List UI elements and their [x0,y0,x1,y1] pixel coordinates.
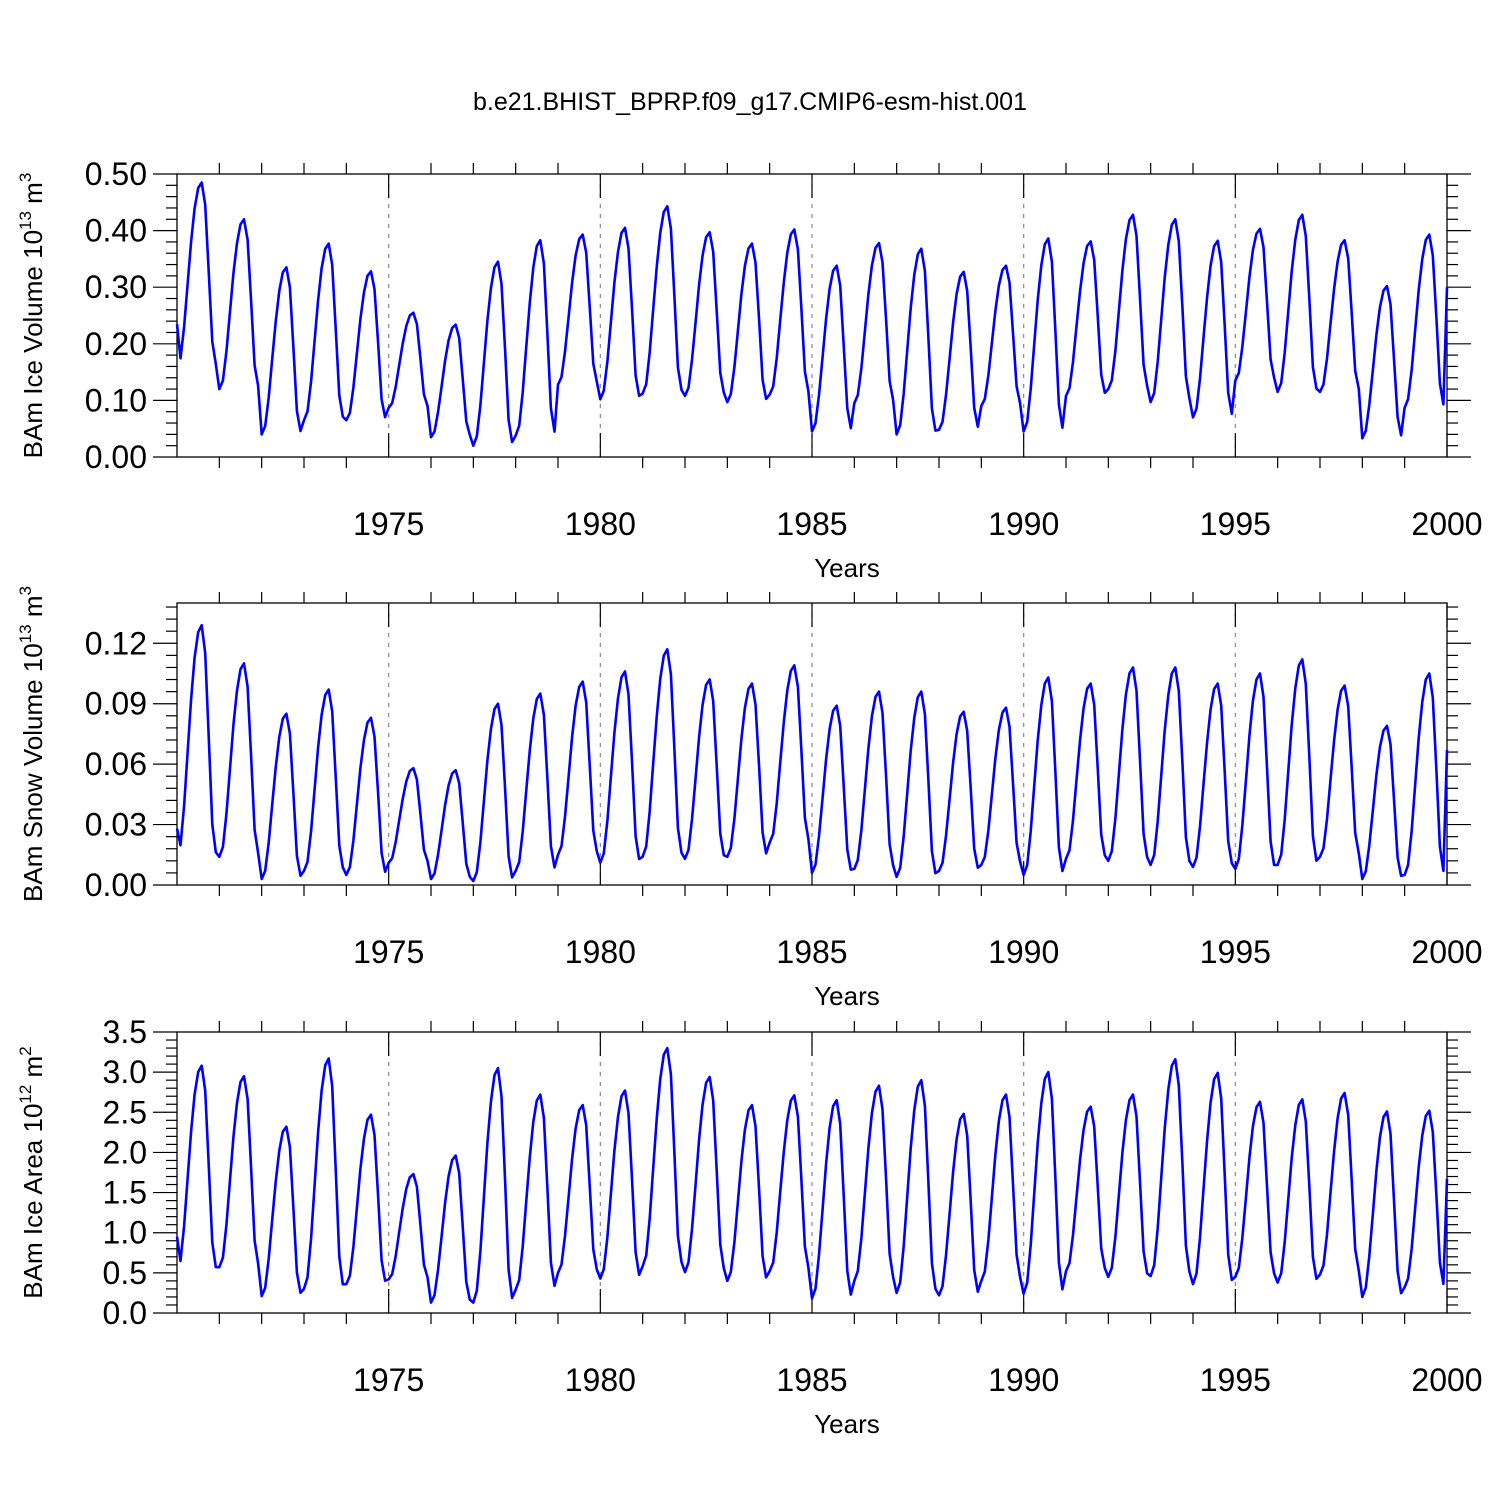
x-tick-label: 2000 [1411,506,1482,542]
x-axis-title: Years [814,1409,880,1439]
x-tick-label: 1990 [988,506,1059,542]
x-tick-label: 1975 [353,1362,424,1398]
y-tick-label: 2.0 [103,1134,147,1170]
x-tick-label: 1975 [353,506,424,542]
y-tick-label: 0.09 [85,686,147,722]
x-tick-label: 1990 [988,934,1059,970]
y-tick-label: 1.5 [103,1175,147,1211]
x-tick-label: 1995 [1200,1362,1271,1398]
y-tick-label: 2.5 [103,1094,147,1130]
x-tick-label: 1990 [988,1362,1059,1398]
x-tick-label: 1995 [1200,934,1271,970]
x-tick-label: 1980 [565,934,636,970]
y-tick-label: 0.12 [85,625,147,661]
y-tick-label: 1.0 [103,1215,147,1251]
x-tick-label: 2000 [1411,934,1482,970]
x-axis-title: Years [814,553,880,583]
y-tick-label: 3.5 [103,1014,147,1050]
x-tick-label: 1985 [776,934,847,970]
chart-title: b.e21.BHIST_BPRP.f09_g17.CMIP6-esm-hist.… [473,88,1027,116]
x-axis-title: Years [814,981,880,1011]
y-tick-label: 0.0 [103,1295,147,1331]
data-series-line [175,181,1449,447]
y-tick-label: 0.20 [85,326,147,362]
y-tick-label: 0.30 [85,269,147,305]
panel-3: 0.0 0.5 1.0 1.5 2.0 2.5 3.0 3.5 1975 1980 1985 1990… [16,1014,1483,1439]
x-tick-label: 1985 [776,1362,847,1398]
x-tick-label: 1985 [776,506,847,542]
panel-1: 0.00 0.10 0.20 0.30 0.40 0.50 1975 1980 1985 1990… [16,156,1483,583]
y-tick-label: 0.50 [85,156,147,192]
x-tick-label: 1975 [353,934,424,970]
y-tick-label: 0.10 [85,382,147,418]
y-tick-label: 0.06 [85,746,147,782]
y-tick-label: 3.0 [103,1054,147,1090]
y-tick-label: 0.40 [85,213,147,249]
x-tick-label: 1980 [565,506,636,542]
y-tick-label: 0.03 [85,807,147,843]
x-tick-label: 1995 [1200,506,1271,542]
data-series-line [175,623,1449,883]
y-tick-label: 0.5 [103,1255,147,1291]
x-tick-label: 2000 [1411,1362,1482,1398]
y-axis-title: BAm Snow Volume 1013 m3 [16,586,48,902]
data-series-line [175,1046,1449,1304]
y-axis-title: BAm Ice Volume 1013 m3 [16,173,48,459]
y-tick-label: 0.00 [85,439,147,475]
panel-2: 0.00 0.03 0.06 0.09 0.12 1975 1980 1985 1990 1995… [16,586,1483,1011]
y-tick-label: 0.00 [85,867,147,903]
x-tick-label: 1980 [565,1362,636,1398]
y-axis-title: BAm Ice Area 1012 m2 [16,1046,48,1298]
